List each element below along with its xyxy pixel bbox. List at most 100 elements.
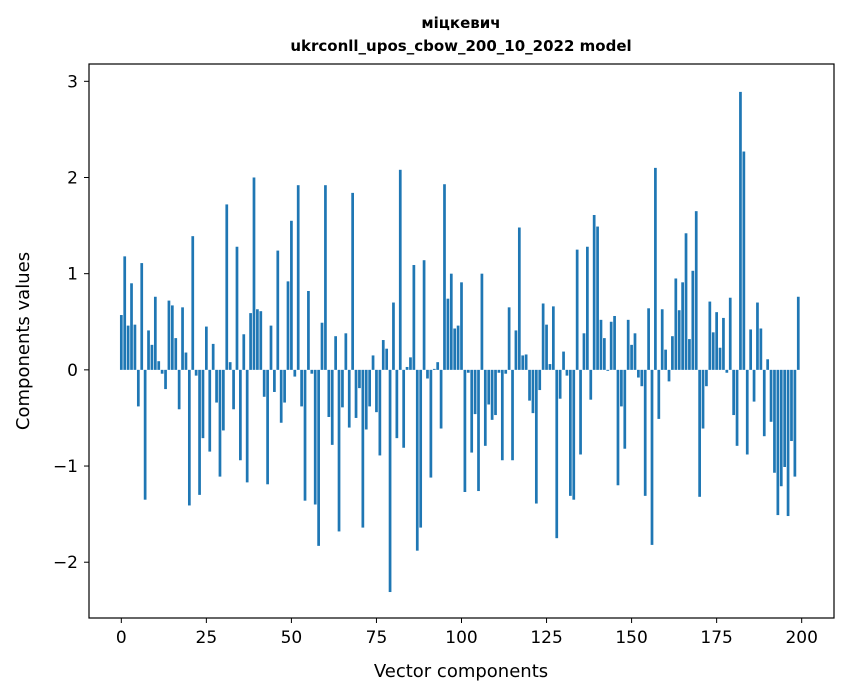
- bar-103: [470, 369, 474, 453]
- bar-159: [660, 309, 664, 370]
- bar-0: [119, 315, 123, 370]
- bar-171: [701, 369, 705, 429]
- y-tick-label: 2: [67, 168, 78, 188]
- y-tick-label: 0: [67, 361, 78, 381]
- bar-167: [688, 339, 691, 370]
- bar-96: [446, 298, 450, 370]
- bar-151: [633, 333, 637, 370]
- bar-155: [647, 308, 650, 370]
- bar-180: [732, 369, 736, 416]
- bar-7: [143, 369, 147, 500]
- bar-133: [572, 369, 576, 500]
- bars-group: [119, 91, 800, 593]
- bar-4: [133, 324, 137, 370]
- bar-37: [245, 369, 249, 483]
- bar-66: [344, 333, 348, 370]
- bar-146: [616, 369, 620, 486]
- bar-41: [259, 311, 263, 370]
- bar-176: [718, 347, 722, 370]
- x-tick-label: 200: [785, 628, 817, 648]
- bar-25: [205, 326, 208, 370]
- bar-199: [796, 296, 800, 370]
- bar-59: [320, 322, 324, 370]
- bar-107: [483, 369, 487, 446]
- bar-90: [426, 369, 429, 379]
- bar-135: [579, 369, 582, 455]
- bar-144: [609, 321, 613, 370]
- bar-143: [606, 369, 610, 371]
- x-tick-label: 25: [196, 628, 218, 648]
- bar-79: [388, 369, 392, 593]
- bar-100: [460, 282, 463, 370]
- bar-118: [521, 355, 525, 370]
- bar-162: [671, 336, 674, 370]
- bar-175: [715, 312, 718, 370]
- bar-177: [722, 317, 725, 370]
- bar-154: [643, 369, 647, 496]
- bar-142: [603, 338, 606, 370]
- bar-145: [613, 315, 616, 370]
- bar-22: [194, 369, 198, 376]
- bar-39: [252, 177, 256, 370]
- x-tick-label: 150: [615, 628, 647, 648]
- bar-18: [181, 307, 184, 370]
- bar-192: [773, 369, 776, 473]
- x-axis-ticks: 0 25 50 75 100 125 150 175 200: [116, 618, 818, 648]
- bar-109: [490, 369, 494, 420]
- bar-36: [242, 334, 246, 370]
- bar-173: [708, 301, 712, 370]
- x-tick-label: 175: [700, 628, 732, 648]
- bar-94: [439, 369, 443, 429]
- bar-92: [432, 368, 436, 370]
- bar-30: [222, 369, 225, 431]
- bar-105: [477, 369, 480, 492]
- bar-147: [620, 369, 623, 407]
- bar-87: [415, 369, 419, 551]
- chart-subtitle: ukrconll_upos_cbow_200_10_2022 model: [290, 37, 631, 55]
- bar-28: [215, 369, 218, 403]
- bar-75: [375, 369, 378, 413]
- x-tick-label: 50: [281, 628, 303, 648]
- bar-168: [691, 270, 695, 370]
- bar-44: [269, 325, 273, 370]
- bar-77: [381, 340, 385, 370]
- bar-31: [225, 204, 229, 370]
- bar-72: [364, 369, 368, 430]
- bar-32: [228, 362, 232, 370]
- bar-152: [637, 369, 640, 378]
- y-tick-label: −2: [53, 553, 78, 573]
- bar-65: [341, 369, 344, 408]
- bar-74: [371, 355, 375, 370]
- bar-46: [276, 250, 280, 370]
- bar-197: [790, 369, 793, 442]
- bar-1: [123, 256, 127, 370]
- bar-45: [273, 369, 276, 392]
- bar-73: [368, 369, 372, 407]
- bar-140: [596, 226, 599, 370]
- bar-191: [769, 369, 773, 422]
- bar-150: [630, 344, 633, 370]
- bar-123: [538, 369, 542, 391]
- bar-43: [266, 369, 269, 485]
- bar-10: [153, 296, 157, 370]
- bar-198: [793, 369, 797, 477]
- bar-91: [429, 369, 433, 478]
- bar-15: [170, 305, 174, 370]
- bar-108: [487, 369, 491, 405]
- bar-189: [762, 369, 766, 437]
- bar-78: [385, 348, 389, 370]
- bar-12: [160, 369, 164, 374]
- bar-55: [307, 290, 310, 370]
- bar-132: [569, 369, 572, 496]
- y-tick-label: 3: [67, 72, 78, 92]
- bar-97: [449, 273, 453, 370]
- bar-50: [290, 220, 293, 370]
- bar-29: [218, 369, 222, 477]
- bar-160: [664, 349, 667, 370]
- bar-141: [599, 319, 603, 370]
- bar-174: [711, 332, 715, 370]
- bar-3: [130, 283, 133, 370]
- x-tick-label: 0: [116, 628, 127, 648]
- bar-113: [504, 369, 508, 374]
- bar-119: [524, 354, 528, 370]
